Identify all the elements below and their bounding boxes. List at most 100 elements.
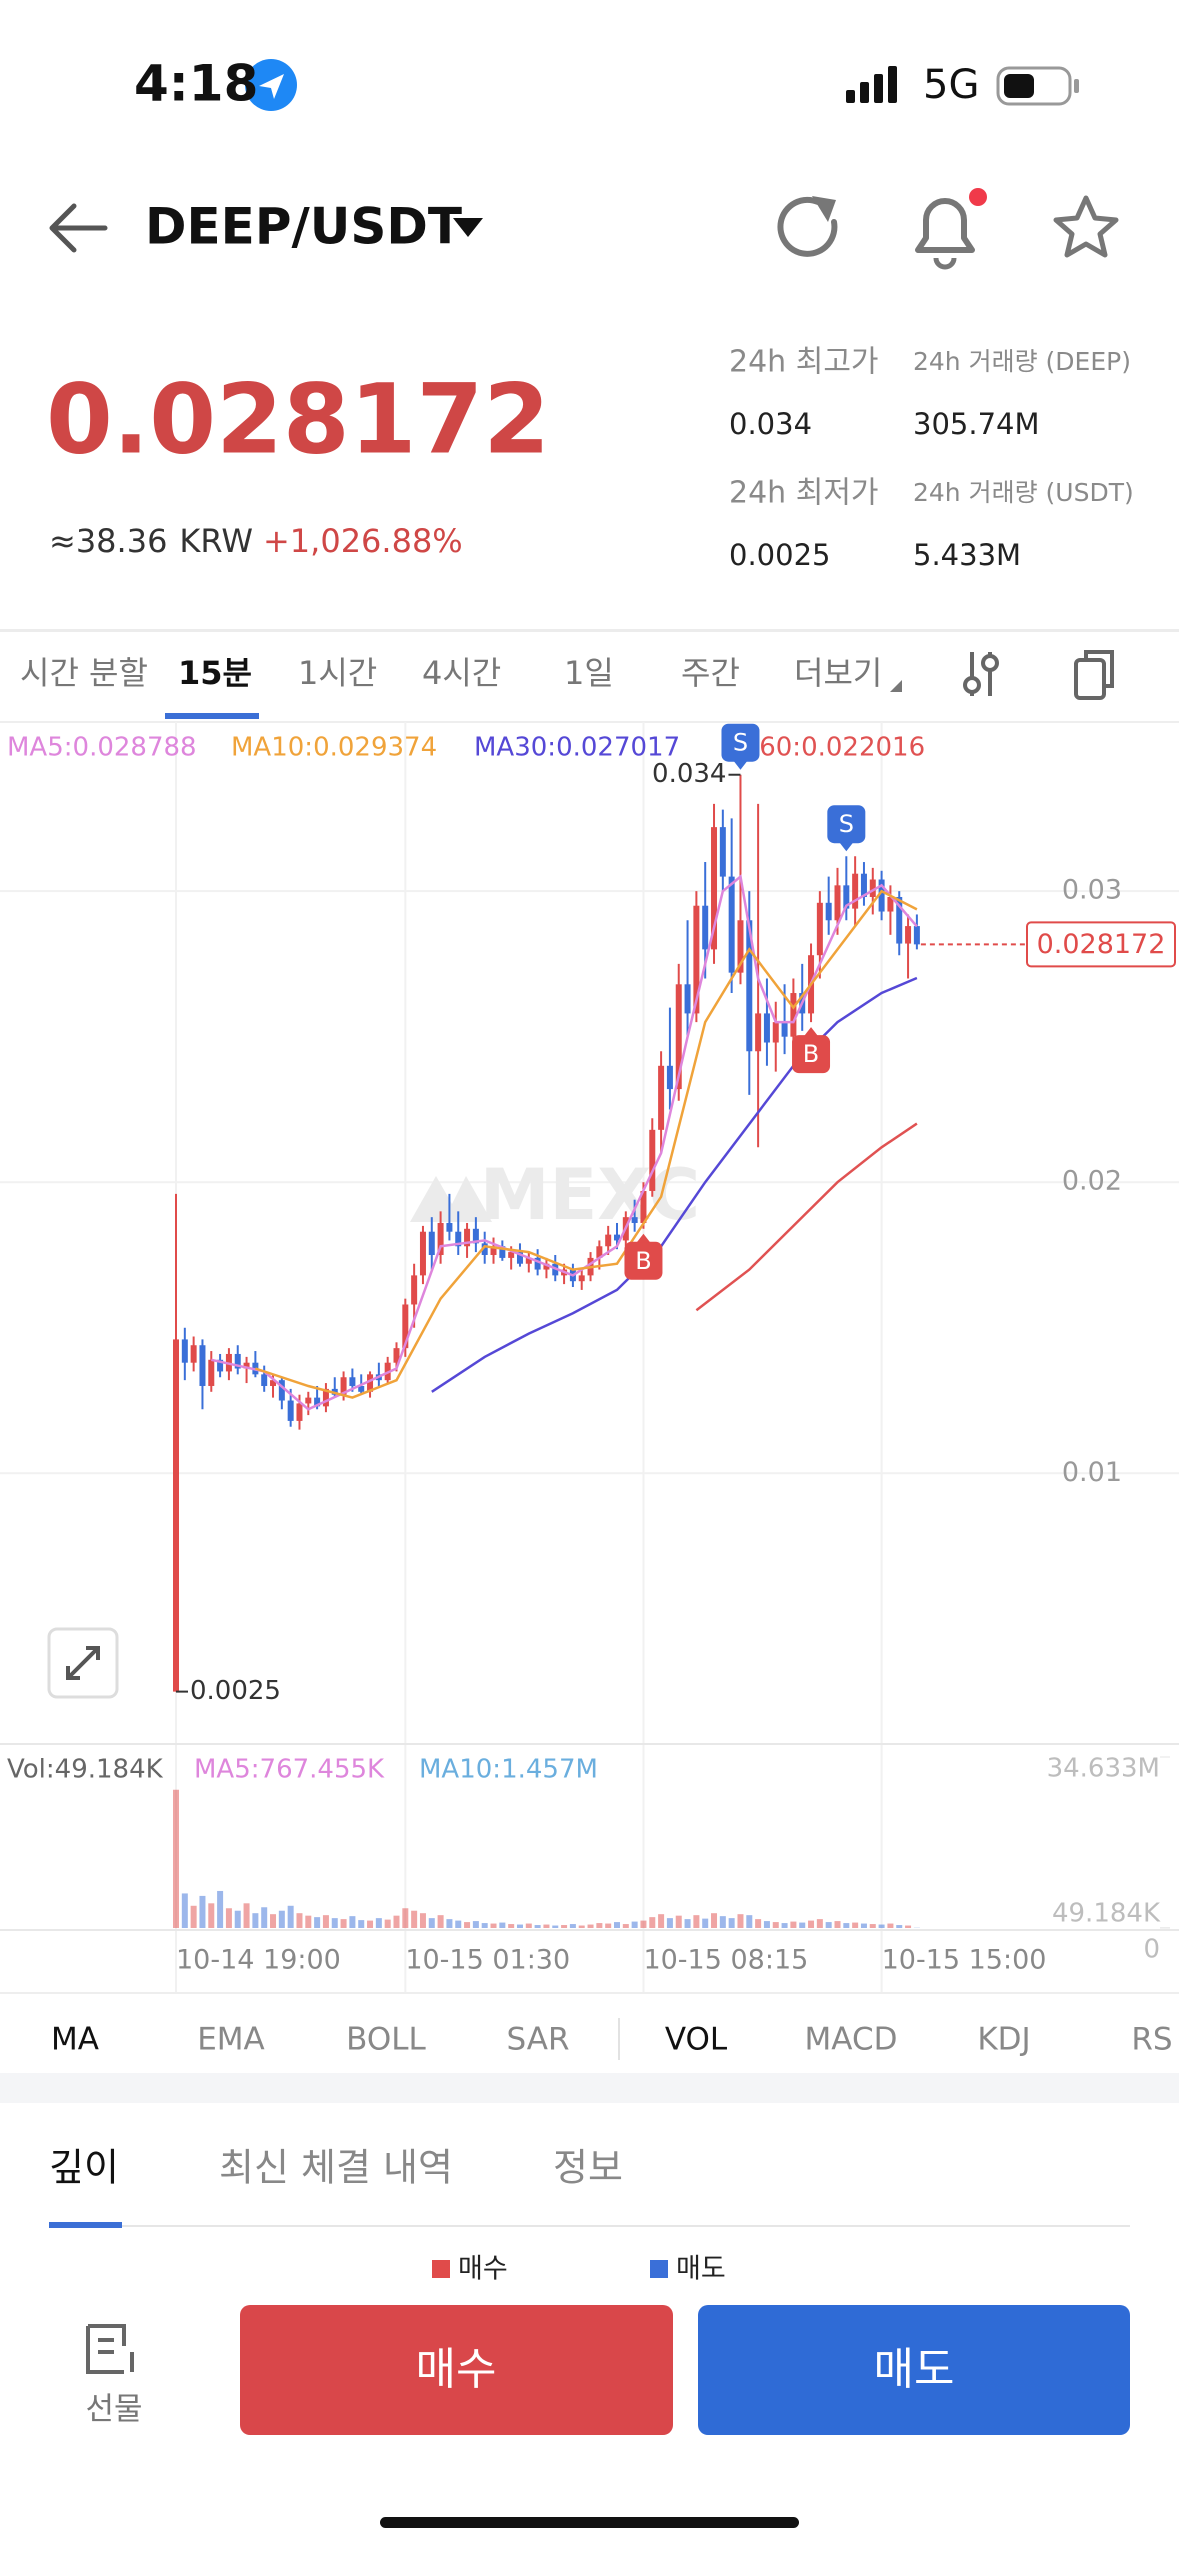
- indicator-tab[interactable]: EMA: [197, 2022, 265, 2058]
- candle-body: [490, 1246, 497, 1255]
- alert-button[interactable]: [915, 198, 975, 253]
- timeframe-tab[interactable]: 더보기: [794, 654, 882, 692]
- volume-bar: [816, 1919, 823, 1928]
- candle-body: [428, 1231, 435, 1255]
- indicator-settings[interactable]: [963, 652, 999, 696]
- candle-body: [234, 1353, 241, 1369]
- candle-body: [314, 1397, 321, 1407]
- volume-bar: [728, 1918, 735, 1928]
- stat-value: 305.74M: [913, 407, 1040, 441]
- volume-bar: [649, 1917, 656, 1928]
- timeframe-tab[interactable]: 1시간: [298, 654, 377, 692]
- candle-body: [261, 1374, 268, 1386]
- volume-bar: [278, 1910, 285, 1928]
- volume-bar: [614, 1922, 620, 1928]
- candle-body: [217, 1359, 224, 1372]
- indicator-tab[interactable]: MACD: [805, 2022, 898, 2058]
- volume-bar: [331, 1918, 338, 1928]
- volume-bar: [790, 1921, 797, 1928]
- candle-body: [278, 1380, 285, 1401]
- candle-body: [419, 1231, 426, 1276]
- volume-legend: MA5:767.455K: [194, 1755, 385, 1785]
- watermark: MEXC: [480, 1154, 700, 1236]
- volume-bar: [173, 1789, 179, 1928]
- candle-body: [464, 1228, 471, 1247]
- divider: [0, 721, 1179, 723]
- trade-marker-label: S: [733, 729, 748, 757]
- candle-body: [675, 984, 682, 1090]
- back-button[interactable]: [49, 203, 108, 253]
- candle-body: [305, 1397, 312, 1404]
- volume-bar: [711, 1913, 718, 1928]
- high-label: 0.034: [652, 759, 726, 789]
- candle-body: [190, 1345, 197, 1363]
- volume-bar: [658, 1914, 665, 1928]
- volume-bar: [234, 1910, 241, 1928]
- volume-bar: [375, 1918, 382, 1928]
- candle-body: [825, 902, 832, 921]
- legend-swatch: [650, 2260, 668, 2278]
- volume-tick-label: 49.184K: [1052, 1899, 1161, 1929]
- refresh-button[interactable]: [777, 196, 838, 257]
- sell-label[interactable]: 매도: [874, 2344, 955, 2395]
- candle-body: [913, 926, 920, 945]
- buy-button[interactable]: [240, 2305, 673, 2435]
- volume-bar: [772, 1922, 779, 1928]
- indicator-tab[interactable]: BOLL: [346, 2022, 426, 2058]
- pair-title[interactable]: DEEP/USDT: [145, 198, 462, 256]
- buy-label[interactable]: 매수: [416, 2344, 497, 2395]
- candle-body: [499, 1246, 506, 1258]
- sell-button[interactable]: [698, 2305, 1130, 2435]
- volume-bar: [481, 1923, 488, 1928]
- candle-body: [393, 1348, 400, 1363]
- candle-body: [516, 1252, 523, 1264]
- candle-body: [693, 905, 700, 1014]
- volume-bar: [252, 1913, 259, 1928]
- stat-value: 0.0025: [729, 538, 830, 572]
- stat-label: 24h 최저가: [729, 476, 879, 511]
- volume-bar: [516, 1924, 523, 1928]
- candle-body: [816, 902, 823, 956]
- volume-bar: [393, 1915, 400, 1928]
- detail-tab[interactable]: 정보: [553, 2146, 623, 2190]
- indicator-tab[interactable]: RS: [1131, 2022, 1172, 2058]
- timeframe-tab[interactable]: 4시간: [422, 654, 501, 692]
- volume-bar: [322, 1915, 329, 1928]
- legend-swatch: [432, 2260, 450, 2278]
- detail-tab[interactable]: 최신 체결 내역: [219, 2146, 453, 2190]
- volume-bar: [287, 1905, 294, 1928]
- ma-line: [255, 889, 918, 1399]
- expand-icon: [66, 1646, 100, 1680]
- volume-bar: [552, 1925, 559, 1928]
- futures-icon[interactable]: [86, 2324, 134, 2374]
- x-tick-label: 10-14 19:00: [176, 1945, 341, 1976]
- volume-bar: [869, 1924, 876, 1928]
- candle-body: [270, 1380, 277, 1386]
- pair-dropdown[interactable]: [453, 218, 483, 237]
- ma-line: [431, 976, 918, 1393]
- timeframe-tab[interactable]: 시간 분할: [20, 654, 148, 692]
- indicator-tab[interactable]: VOL: [665, 2022, 728, 2058]
- indicator-tab[interactable]: SAR: [507, 2022, 570, 2058]
- favorite-button[interactable]: [1053, 195, 1119, 258]
- volume-bar: [464, 1922, 471, 1928]
- location-arrow: [259, 74, 284, 99]
- candle-body: [472, 1228, 479, 1244]
- volume-bar: [411, 1910, 418, 1928]
- volume-bar: [534, 1925, 541, 1928]
- dropdown-caret: [890, 680, 902, 692]
- volume-tick-label: 34.633M: [1047, 1754, 1160, 1784]
- timeframe-tab[interactable]: 주간: [681, 654, 740, 692]
- layout-button[interactable]: [1074, 650, 1114, 700]
- indicator-tab[interactable]: KDJ: [977, 2022, 1030, 2058]
- price-conversion: ≈38.36 KRW +1,026.88%: [49, 522, 463, 560]
- timeframe-tab[interactable]: 15분: [178, 654, 252, 692]
- futures-label[interactable]: 선물: [85, 2392, 142, 2428]
- last-price: 0.028172: [46, 363, 550, 475]
- detail-tab[interactable]: 깊이: [49, 2146, 119, 2190]
- volume-bar: [243, 1903, 250, 1928]
- indicator-tab[interactable]: MA: [51, 2022, 99, 2058]
- timeframe-tab[interactable]: 1일: [564, 654, 614, 692]
- trade-marker-label: B: [635, 1247, 651, 1275]
